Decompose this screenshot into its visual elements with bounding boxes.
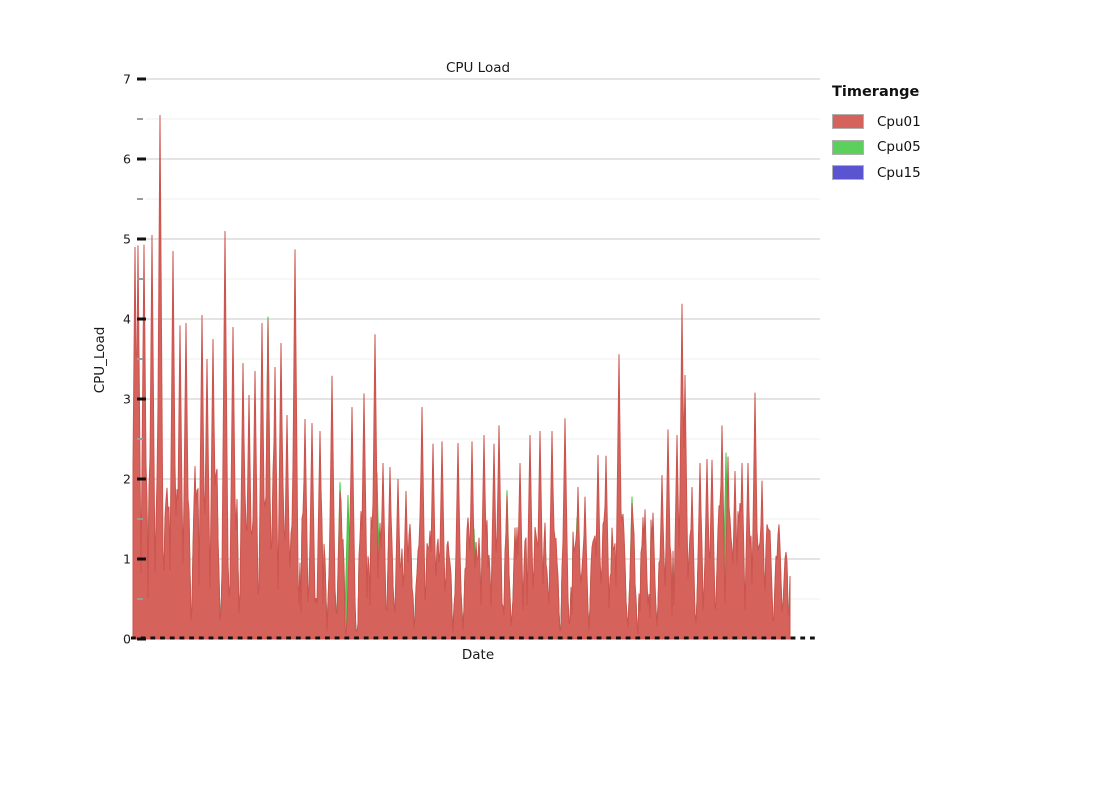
legend-label-cpu01: Cpu01 [877,113,921,130]
legend-label-cpu05: Cpu05 [877,139,921,156]
chart-title: CPU Load [446,60,510,76]
svg-text:6: 6 [123,152,131,167]
y-axis-label: CPU_Load [92,327,108,394]
axis-ticks: 0 1 2 3 4 5 6 7 [123,72,815,647]
legend-item-cpu05: Cpu05 [832,135,921,161]
series-area-cpu01 [132,114,791,640]
x-axis-label: Date [462,647,494,663]
svg-text:4: 4 [123,312,131,327]
svg-text:5: 5 [123,232,131,247]
cpu05-swatch-icon [832,139,864,155]
svg-text:3: 3 [123,392,131,407]
svg-text:0: 0 [123,632,131,647]
svg-text:2: 2 [123,472,131,487]
cpu15-swatch-icon [832,165,864,181]
cpu01-swatch-icon [832,114,864,130]
grid-minor-lines [146,118,820,600]
svg-text:7: 7 [123,72,131,87]
legend: Timerange Cpu01 Cpu05 Cpu15 [832,84,921,186]
legend-title: Timerange [832,84,920,100]
svg-text:1: 1 [123,552,131,567]
series-areas [132,114,791,640]
legend-label-cpu15: Cpu15 [877,164,921,181]
legend-item-cpu15: Cpu15 [832,160,921,186]
legend-item-cpu01: Cpu01 [832,109,921,135]
